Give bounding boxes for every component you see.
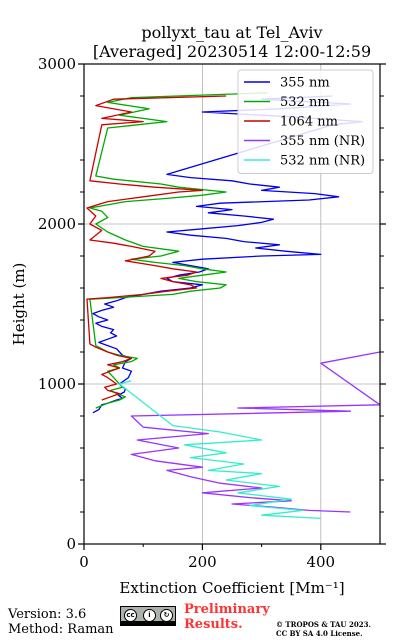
x-tick-label: 0 [79,553,89,571]
x-axis-label: Extinction Coefficient [Mm⁻¹] [119,579,344,597]
series-line-4 [118,380,321,520]
copyright-line-2: CC BY SA 4.0 License. [276,629,363,638]
version-text: Version: 3.6 [8,607,87,622]
legend-label: 532 nm [280,95,330,110]
chart: pollyxt_tau at Tel_Aviv [Averaged] 20230… [10,23,386,597]
plot-frame [83,63,381,545]
y-tick-label: 0 [66,535,76,553]
preliminary-line-2: Results. [184,617,243,632]
copyright-text: © TROPOS & TAU 2023. CC BY SA 4.0 Licens… [276,620,371,638]
legend-label: 355 nm [280,76,330,91]
ticks: 0 200 400 0 1000 2000 3000 [38,55,386,571]
x-tick-label: 400 [306,553,335,571]
y-tick-label: 2000 [38,215,76,233]
copyright-line-1: © TROPOS & TAU 2023. [276,620,371,629]
method-text: Method: Raman [8,622,114,637]
preliminary-line-1: Preliminary [184,602,270,617]
series-line-1 [89,92,268,409]
legend-label: 532 nm (NR) [280,154,365,169]
y-axis-label: Height (m) [10,263,28,346]
chart-subtitle: [Averaged] 20230514 12:00-12:59 [93,42,371,61]
x-tick-label: 200 [188,553,217,571]
y-tick-label: 3000 [38,55,76,73]
cc-license-badge: cc i ↻ [120,606,176,626]
legend-frame [237,69,374,174]
preliminary-results-text: Preliminary Results. [184,602,270,632]
series-line-2 [86,95,227,401]
y-tick-label: 1000 [38,375,76,393]
sa-icon: ↻ [160,609,173,622]
series-group [86,92,380,520]
series-line-3 [130,351,380,513]
legend: 355 nm 532 nm 1064 nm 355 nm (NR) 532 nm (NR… [237,69,374,174]
license-strip [121,621,175,625]
chart-title: pollyxt_tau at Tel_Aviv [141,23,322,42]
legend-label: 355 nm (NR) [280,134,365,149]
legend-label: 1064 nm [280,115,338,130]
